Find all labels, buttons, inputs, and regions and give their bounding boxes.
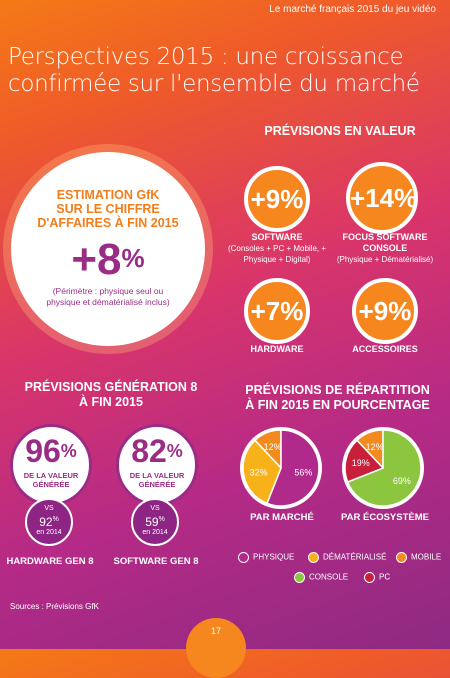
software-gen8-circle: 82% DE LA VALEUR GÉNÉRÉE bbox=[116, 424, 198, 506]
software-gen8-label-line2: GÉNÉRÉE bbox=[138, 480, 176, 489]
hardware-gen8-number: 96 bbox=[25, 433, 61, 469]
repartition-heading-line1: PRÉVISIONS DE RÉPARTITION bbox=[245, 383, 430, 397]
accessoires-value-circle: +9% bbox=[352, 278, 418, 344]
repartition-heading-line2: À FIN 2015 EN POURCENTAGE bbox=[245, 398, 430, 412]
legend-dot-pc bbox=[364, 572, 375, 583]
focus-software-sub: (Physique + Dématérialisé) bbox=[336, 255, 434, 264]
hardware-gen8-label: DE LA VALEUR GÉNÉRÉE bbox=[13, 471, 89, 489]
software-gen8-number: 82 bbox=[131, 433, 167, 469]
legend-dot-physique bbox=[238, 552, 249, 563]
pie-legend: PHYSIQUE DÉMATÉRIALISÉ MOBILE CONSOLE PC bbox=[238, 552, 448, 588]
legend-dot-mobile bbox=[396, 552, 407, 563]
pie-label-mobile: 12% bbox=[366, 442, 384, 452]
pie-par-ecosysteme-caption: PAR ÉCOSYSTÈME bbox=[341, 512, 429, 523]
generation8-heading-line2: À FIN 2015 bbox=[79, 395, 143, 409]
repartition-heading: PRÉVISIONS DE RÉPARTITION À FIN 2015 EN … bbox=[230, 383, 445, 413]
pie-par-marche: 12% 56% 32% bbox=[240, 427, 322, 509]
hardware-label: HARDWARE bbox=[250, 344, 304, 354]
pie-par-ecosysteme-slices: 12% 69% 19% bbox=[342, 427, 424, 509]
estimation-heading-line3: D'AFFAIRES À FIN 2015 bbox=[37, 216, 179, 230]
hardware-gen8-year: en 2014 bbox=[36, 529, 62, 536]
software-label-text: SOFTWARE bbox=[251, 232, 303, 242]
software-gen8-year: en 2014 bbox=[142, 529, 168, 536]
legend-label-dematerialise: DÉMATÉRIALISÉ bbox=[323, 552, 387, 562]
legend-item-pc: PC bbox=[364, 572, 390, 583]
software-gen8-prev-number: 59 bbox=[145, 515, 159, 529]
hardware-gen8-label-line1: DE LA VALEUR bbox=[23, 471, 79, 480]
legend-item-mobile: MOBILE bbox=[396, 552, 441, 563]
previsions-valeur-heading: PRÉVISIONS EN VALEUR bbox=[264, 124, 416, 138]
pie-label-mobile: 12% bbox=[264, 442, 282, 452]
legend-item-dematerialise: DÉMATÉRIALISÉ bbox=[308, 552, 386, 563]
software-gen8-prev-percent-sign: % bbox=[158, 516, 165, 523]
pie-label-physique: 56% bbox=[294, 467, 312, 477]
estimation-circle: ESTIMATION GfK SUR LE CHIFFRE D'AFFAIRES… bbox=[11, 152, 205, 346]
estimation-heading-line2: SUR LE CHIFFRE bbox=[56, 202, 160, 216]
sources: Sources : Prévisions GfK bbox=[10, 602, 99, 611]
software-gen8-2014-circle: VS 59% en 2014 bbox=[131, 498, 179, 546]
hardware-gen8-prev-percent-sign: % bbox=[52, 516, 59, 523]
legend-item-physique: PHYSIQUE bbox=[238, 552, 294, 563]
generation8-heading-line1: PRÉVISIONS GÉNÉRATION 8 bbox=[24, 380, 198, 394]
software-gen8-vs: VS bbox=[150, 505, 160, 512]
pie-par-marche-slices: 12% 56% 32% bbox=[240, 427, 322, 509]
software-gen8-label-line1: DE LA VALEUR bbox=[129, 471, 185, 480]
hardware-gen8-value: 96% bbox=[13, 435, 89, 467]
software-label: SOFTWARE (Consoles + PC + Mobile, + Phys… bbox=[222, 232, 332, 265]
software-gen8-value: 82% bbox=[119, 435, 195, 467]
pie-slice-pc bbox=[344, 439, 385, 483]
legend-item-console: CONSOLE bbox=[294, 572, 348, 583]
generation8-heading: PRÉVISIONS GÉNÉRATION 8 À FIN 2015 bbox=[6, 380, 216, 410]
pie-slice-physique bbox=[266, 429, 320, 507]
pie-label-dematerialise: 32% bbox=[250, 467, 268, 477]
focus-software-label-text: FOCUS SOFTWARE CONSOLE bbox=[342, 232, 428, 253]
hardware-value-circle: +7% bbox=[244, 278, 310, 344]
focus-software-value-circle: +14% bbox=[346, 162, 418, 234]
hardware-gen8-percent-sign: % bbox=[60, 441, 77, 461]
legend-label-mobile: MOBILE bbox=[411, 552, 442, 562]
page-title-line1: Perspectives 2015 : une croissance bbox=[8, 44, 404, 70]
estimation-note: (Périmètre : physique seul ou physique e… bbox=[46, 286, 170, 307]
software-sub: (Consoles + PC + Mobile, + Physique + Di… bbox=[227, 244, 327, 264]
hardware-gen8-circle: 96% DE LA VALEUR GÉNÉRÉE bbox=[10, 424, 92, 506]
estimation-heading-line1: ESTIMATION GfK bbox=[56, 188, 160, 202]
software-gen8-prev-value: 59% bbox=[133, 513, 177, 529]
estimation-value: +8% bbox=[11, 238, 205, 282]
page-number: 17 bbox=[210, 626, 221, 636]
hardware-gen8-2014-circle: VS 92% en 2014 bbox=[25, 498, 73, 546]
accessoires-label: ACCESSOIRES bbox=[352, 344, 418, 354]
hardware-gen8-vs: VS bbox=[44, 505, 54, 512]
pie-label-pc: 19% bbox=[352, 458, 370, 468]
pie-par-marche-caption: PAR MARCHÉ bbox=[250, 512, 314, 523]
software-gen8-label: DE LA VALEUR GÉNÉRÉE bbox=[119, 471, 195, 489]
pie-slice-dematerialise bbox=[242, 439, 282, 505]
hardware-gen8-label-line2: GÉNÉRÉE bbox=[32, 480, 70, 489]
focus-software-label: FOCUS SOFTWARE CONSOLE (Physique + Démat… bbox=[330, 232, 440, 265]
page-title: Perspectives 2015 : une croissance confi… bbox=[8, 44, 438, 98]
top-bar: Le marché français 2015 du jeu vidéo bbox=[0, 0, 450, 20]
pie-par-ecosysteme: 12% 69% 19% bbox=[342, 427, 424, 509]
hardware-gen8-caption: HARDWARE GEN 8 bbox=[6, 556, 94, 567]
software-gen8-caption: SOFTWARE GEN 8 bbox=[113, 556, 199, 567]
legend-label-physique: PHYSIQUE bbox=[253, 552, 295, 562]
pie-label-console: 69% bbox=[393, 476, 411, 486]
legend-label-console: CONSOLE bbox=[309, 572, 349, 582]
legend-label-pc: PC bbox=[379, 572, 391, 582]
page-number-badge: 17 bbox=[186, 618, 246, 678]
legend-dot-dematerialise bbox=[308, 552, 319, 563]
page-title-line2: confirmée sur l'ensemble du marché bbox=[8, 71, 420, 97]
hardware-gen8-prev-value: 92% bbox=[27, 513, 71, 529]
legend-dot-console bbox=[294, 572, 305, 583]
running-title: Le marché français 2015 du jeu vidéo bbox=[269, 4, 436, 15]
estimation-heading: ESTIMATION GfK SUR LE CHIFFRE D'AFFAIRES… bbox=[11, 188, 205, 230]
software-gen8-percent-sign: % bbox=[166, 441, 183, 461]
estimation-percent-sign: % bbox=[121, 243, 145, 273]
estimation-number: +8 bbox=[71, 235, 122, 284]
software-value-circle: +9% bbox=[244, 166, 310, 232]
pie-slice-console bbox=[346, 429, 422, 507]
hardware-gen8-prev-number: 92 bbox=[39, 515, 53, 529]
